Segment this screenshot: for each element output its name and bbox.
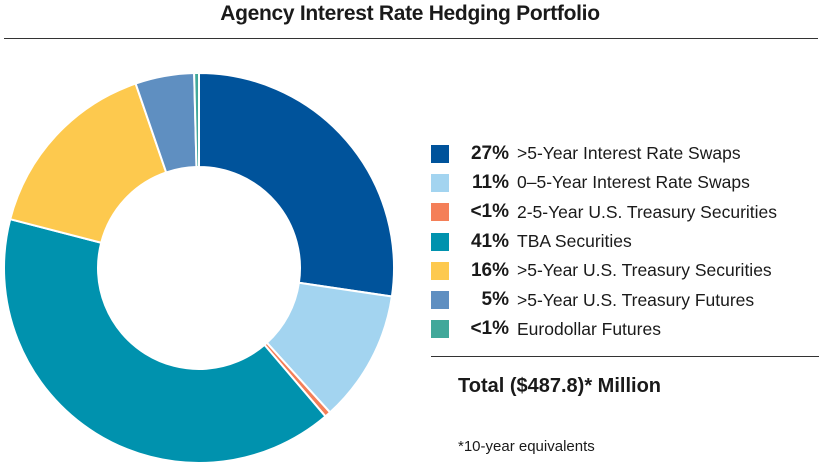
legend-item-3: 41% TBA Securities	[431, 227, 811, 256]
legend-swatch	[431, 173, 449, 192]
legend-swatch	[431, 232, 449, 251]
legend-swatch	[431, 320, 449, 339]
legend-item-6: <1% Eurodollar Futures	[431, 315, 811, 344]
legend-swatch	[431, 203, 449, 222]
chart-legend: 27% >5-Year Interest Rate Swaps 11% 0–5-Yea…	[431, 139, 811, 344]
legend-item-1: 11% 0–5-Year Interest Rate Swaps	[431, 168, 811, 197]
legend-percent: 41%	[470, 230, 509, 252]
donut-slice-0	[198, 71, 395, 298]
donut-slice-4	[8, 82, 168, 244]
legend-label: 2-5-Year U.S. Treasury Securities	[517, 201, 778, 222]
legend-swatch	[431, 291, 449, 310]
donut-chart	[3, 71, 395, 464]
total-label: Total ($487.8)* Million	[458, 375, 661, 397]
legend-item-2: <1% 2-5-Year U.S. Treasury Securities	[431, 198, 811, 227]
legend-percent: 27%	[470, 142, 509, 164]
legend-label: 0–5-Year Interest Rate Swaps	[517, 172, 750, 193]
legend-percent: 11%	[472, 171, 509, 193]
legend-percent: 5%	[481, 289, 509, 311]
legend-swatch	[431, 144, 449, 163]
legend-item-4: 16% >5-Year U.S. Treasury Securities	[431, 256, 811, 285]
legend-divider	[431, 356, 819, 357]
legend-percent: <1%	[470, 201, 509, 223]
legend-label: >5-Year U.S. Treasury Securities	[517, 260, 772, 281]
legend-percent: 16%	[470, 259, 509, 281]
title-divider	[4, 38, 818, 39]
donut-slice-3	[3, 217, 327, 464]
legend-item-0: 27% >5-Year Interest Rate Swaps	[431, 139, 811, 168]
legend-label: Eurodollar Futures	[517, 318, 661, 339]
legend-label: TBA Securities	[517, 231, 632, 252]
legend-item-5: 5% >5-Year U.S. Treasury Futures	[431, 285, 811, 314]
donut-slice-6	[193, 71, 200, 169]
footnote: *10-year equivalents	[458, 438, 595, 455]
legend-label: >5-Year Interest Rate Swaps	[517, 143, 741, 164]
legend-swatch	[431, 261, 449, 280]
legend-percent: <1%	[470, 318, 509, 340]
chart-title: Agency Interest Rate Hedging Portfolio	[220, 2, 600, 25]
legend-label: >5-Year U.S. Treasury Futures	[517, 289, 755, 310]
